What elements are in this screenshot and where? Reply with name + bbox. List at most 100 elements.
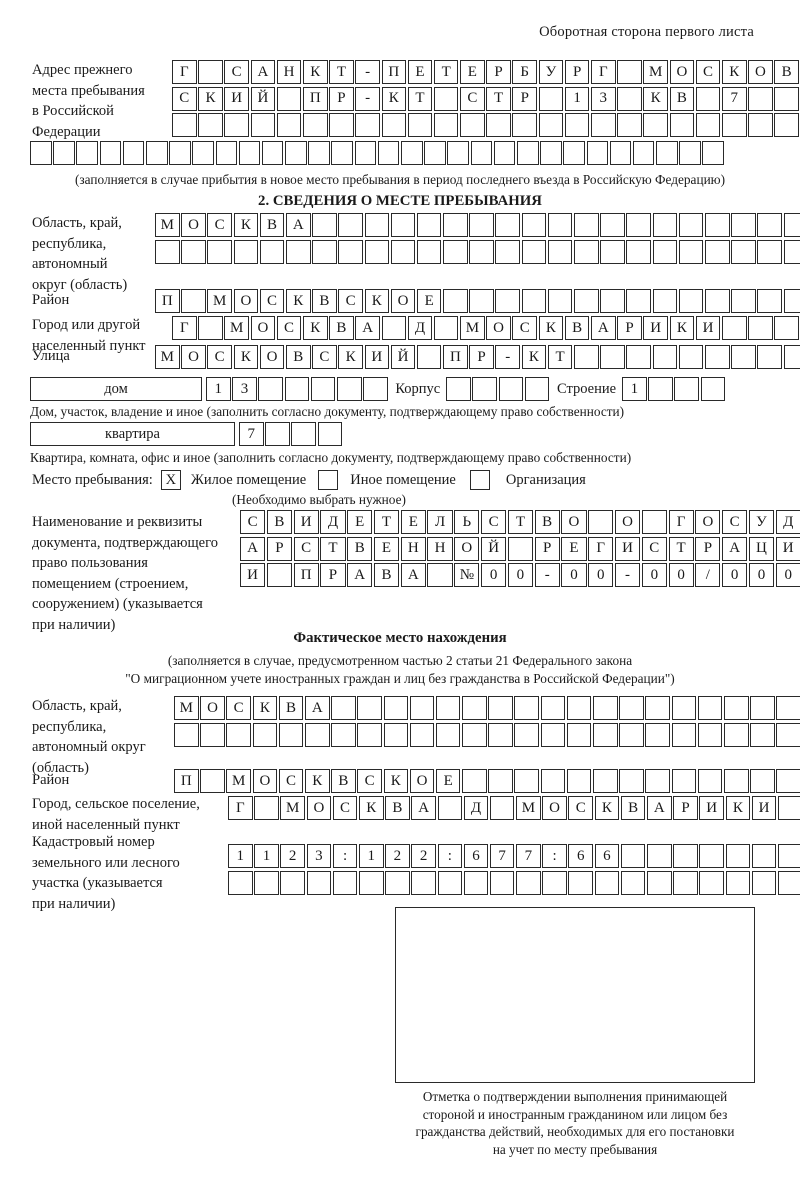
char-cell[interactable]: / <box>695 563 721 587</box>
char-cell[interactable] <box>122 141 145 165</box>
char-cell[interactable] <box>488 722 513 747</box>
char-cell[interactable]: С <box>357 769 382 793</box>
char-cell[interactable] <box>174 722 199 747</box>
char-cell[interactable] <box>540 141 562 165</box>
char-cell[interactable] <box>652 345 678 369</box>
char-cell[interactable]: С <box>293 536 319 561</box>
char-cell[interactable] <box>750 769 775 793</box>
char-cell[interactable] <box>198 316 223 340</box>
char-cell[interactable] <box>776 769 800 793</box>
char-cell[interactable] <box>617 60 642 84</box>
char-cell[interactable] <box>254 870 279 895</box>
char-cell[interactable] <box>617 113 642 137</box>
char-cell[interactable] <box>302 113 328 137</box>
char-cell[interactable] <box>254 796 279 820</box>
char-cell[interactable]: П <box>293 563 319 587</box>
char-cell[interactable] <box>427 563 453 587</box>
char-cell[interactable]: В <box>564 316 590 340</box>
char-cell[interactable] <box>540 769 566 793</box>
char-cell[interactable] <box>700 377 726 401</box>
char-cell[interactable] <box>435 722 461 747</box>
char-cell[interactable]: В <box>620 796 646 820</box>
char-cell[interactable] <box>702 141 725 165</box>
char-cell[interactable]: 7 <box>516 844 541 868</box>
char-cell[interactable] <box>600 239 625 264</box>
char-cell[interactable]: Г <box>172 316 197 340</box>
char-cell[interactable]: О <box>614 510 641 534</box>
char-cell[interactable]: К <box>725 796 751 820</box>
char-cell[interactable]: 2 <box>280 844 305 868</box>
char-cell[interactable] <box>673 844 698 868</box>
char-cell[interactable] <box>390 213 416 237</box>
char-cell[interactable]: В <box>373 563 400 587</box>
char-cell[interactable] <box>777 844 800 868</box>
char-cell[interactable]: С <box>338 289 363 313</box>
char-cell[interactable]: Р <box>329 86 354 111</box>
char-cell[interactable]: 0 <box>668 563 694 587</box>
char-cell[interactable]: Н <box>427 536 453 561</box>
char-cell[interactable] <box>486 113 511 137</box>
char-cell[interactable] <box>757 239 782 264</box>
char-cell[interactable]: Р <box>512 86 538 111</box>
char-cell[interactable]: С <box>641 536 667 561</box>
char-cell[interactable] <box>416 213 442 237</box>
char-cell[interactable]: Л <box>427 510 453 534</box>
char-cell[interactable]: 7 <box>721 86 747 111</box>
char-cell[interactable]: 7 <box>489 844 515 868</box>
char-cell[interactable] <box>776 696 800 720</box>
char-cell[interactable]: У <box>748 510 775 534</box>
char-cell[interactable] <box>643 113 668 137</box>
char-cell[interactable]: В <box>329 316 354 340</box>
char-cell[interactable] <box>304 722 330 747</box>
cadastral-row-2[interactable] <box>228 870 800 895</box>
char-cell[interactable] <box>725 870 751 895</box>
previous-address-row-3[interactable] <box>172 113 800 137</box>
char-cell[interactable] <box>609 141 632 165</box>
char-cell[interactable] <box>626 289 651 313</box>
char-cell[interactable] <box>381 316 407 340</box>
char-cell[interactable] <box>172 113 197 137</box>
char-cell[interactable]: Т <box>668 536 694 561</box>
char-cell[interactable] <box>53 141 75 165</box>
char-cell[interactable]: С <box>332 796 358 820</box>
char-cell[interactable]: В <box>774 60 799 84</box>
char-cell[interactable]: Ц <box>748 536 775 561</box>
char-cell[interactable]: О <box>409 769 435 793</box>
char-cell[interactable]: И <box>293 510 319 534</box>
char-cell[interactable]: О <box>542 796 567 820</box>
char-cell[interactable] <box>783 239 800 264</box>
char-cell[interactable]: И <box>240 563 266 587</box>
char-cell[interactable]: О <box>250 316 276 340</box>
char-cell[interactable]: М <box>516 796 541 820</box>
char-cell[interactable]: - <box>495 345 521 369</box>
char-cell[interactable] <box>198 113 223 137</box>
char-cell[interactable]: М <box>460 316 485 340</box>
char-cell[interactable] <box>593 696 618 720</box>
char-cell[interactable]: О <box>233 289 259 313</box>
char-cell[interactable] <box>462 696 487 720</box>
stay-type-option1-checkbox[interactable]: X <box>160 470 181 490</box>
char-cell[interactable]: К <box>338 345 363 369</box>
char-cell[interactable] <box>540 722 566 747</box>
char-cell[interactable]: И <box>695 316 721 340</box>
char-cell[interactable] <box>495 289 521 313</box>
char-cell[interactable]: О <box>748 60 773 84</box>
char-cell[interactable]: К <box>304 769 330 793</box>
char-cell[interactable] <box>336 377 362 401</box>
char-cell[interactable] <box>750 696 775 720</box>
char-cell[interactable]: В <box>347 536 373 561</box>
char-cell[interactable] <box>383 722 409 747</box>
char-cell[interactable] <box>632 141 655 165</box>
char-cell[interactable] <box>697 769 723 793</box>
char-cell[interactable]: 1 <box>622 377 647 401</box>
char-cell[interactable] <box>331 722 356 747</box>
char-cell[interactable]: К <box>538 316 564 340</box>
char-cell[interactable] <box>620 844 646 868</box>
char-cell[interactable] <box>424 141 446 165</box>
char-cell[interactable]: С <box>226 696 251 720</box>
